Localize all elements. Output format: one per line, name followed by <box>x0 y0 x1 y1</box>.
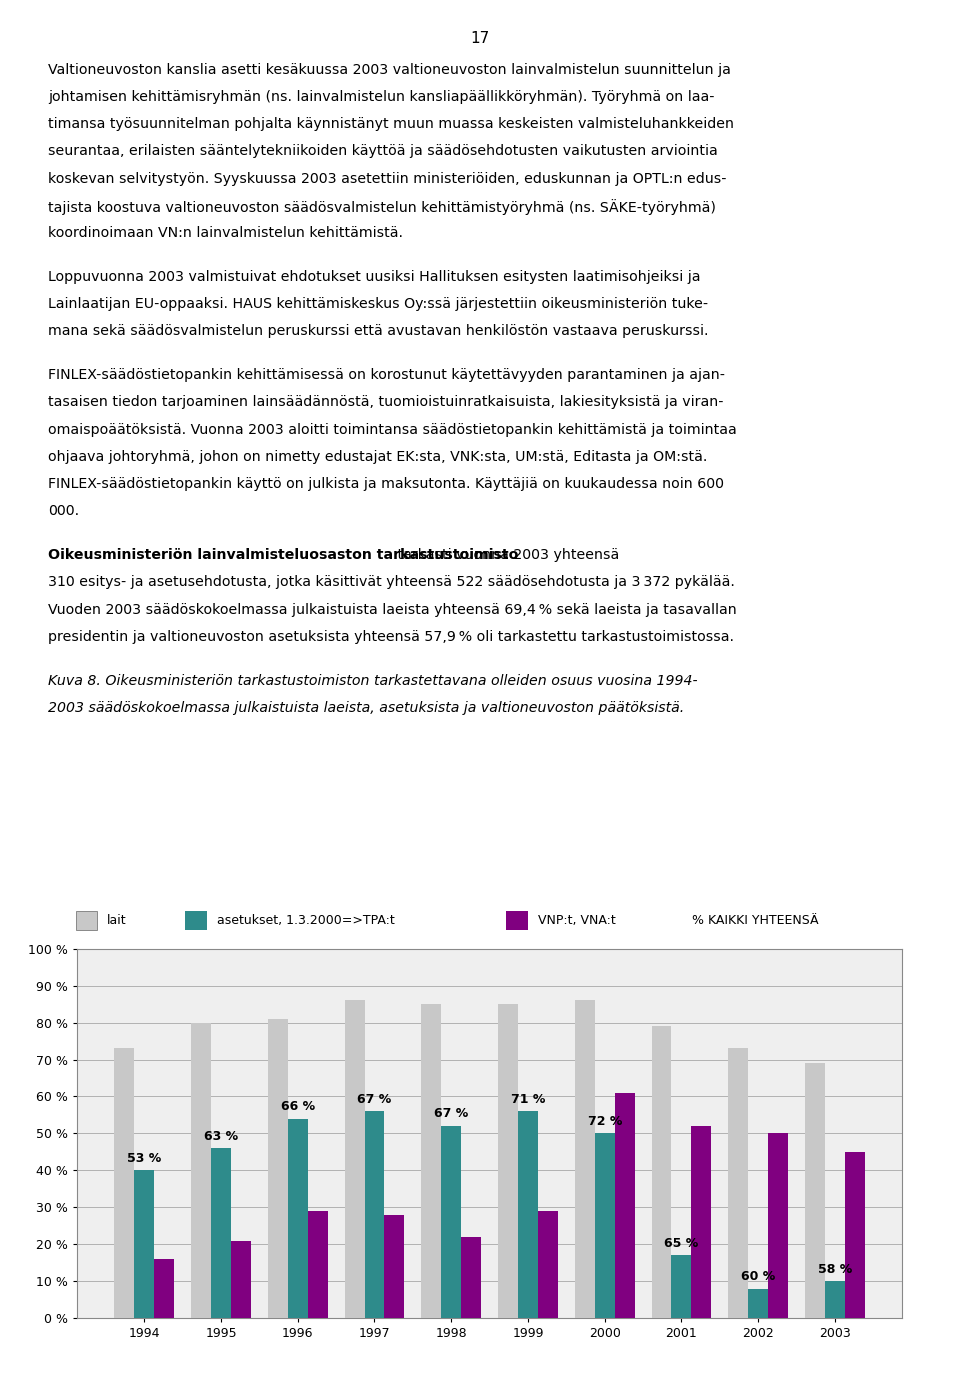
Bar <box>185 911 206 930</box>
Bar <box>461 1237 481 1318</box>
Bar <box>729 1049 748 1318</box>
Bar <box>595 1133 614 1318</box>
Bar <box>191 1023 211 1318</box>
Text: lait: lait <box>107 914 127 926</box>
Text: Kuva 8. Oikeusministeriön tarkastustoimiston tarkastettavana olleiden osuus vuos: Kuva 8. Oikeusministeriön tarkastustoimi… <box>48 674 698 688</box>
Bar <box>421 1004 442 1318</box>
Bar <box>231 1240 251 1318</box>
Text: ohjaava johtoryhmä, johon on nimetty edustajat EK:sta, VNK:sta, UM:stä, Editasta: ohjaava johtoryhmä, johon on nimetty edu… <box>48 449 708 465</box>
Text: 53 %: 53 % <box>127 1152 161 1165</box>
Text: koordinoimaan VN:n lainvalmistelun kehittämistä.: koordinoimaan VN:n lainvalmistelun kehit… <box>48 226 403 240</box>
Bar <box>76 911 97 930</box>
Bar <box>538 1211 558 1318</box>
Text: tajista koostuva valtioneuvoston säädösvalmistelun kehittämistyöryhmä (ns. SÄKE-: tajista koostuva valtioneuvoston säädösv… <box>48 198 716 215</box>
Text: 71 %: 71 % <box>511 1092 545 1106</box>
Text: timansa työsuunnitelman pohjalta käynnistänyt muun muassa keskeisten valmisteluh: timansa työsuunnitelman pohjalta käynnis… <box>48 117 734 131</box>
Text: 2003 säädöskokoelmassa julkaistuista laeista, asetuksista ja valtioneuvoston pää: 2003 säädöskokoelmassa julkaistuista lae… <box>48 700 684 716</box>
Text: seurantaa, erilaisten sääntelytekniikoiden käyttöä ja säädösehdotusten vaikutust: seurantaa, erilaisten sääntelytekniikoid… <box>48 144 718 159</box>
Bar <box>575 1000 595 1318</box>
Text: asetukset, 1.3.2000=>TPA:t: asetukset, 1.3.2000=>TPA:t <box>217 914 395 926</box>
Text: 65 %: 65 % <box>664 1237 699 1250</box>
Bar <box>442 1126 461 1318</box>
Text: johtamisen kehittämisryhmän (ns. lainvalmistelun kansliapäällikköryhmän). Työryh: johtamisen kehittämisryhmän (ns. lainval… <box>48 89 714 105</box>
Bar <box>805 1063 825 1318</box>
Bar <box>288 1119 308 1318</box>
Bar <box>691 1126 711 1318</box>
Bar <box>768 1133 788 1318</box>
Text: 67 %: 67 % <box>434 1108 468 1120</box>
Text: 66 %: 66 % <box>280 1101 315 1113</box>
Text: % KAIKKI YHTEENSÄ: % KAIKKI YHTEENSÄ <box>692 914 819 926</box>
Text: presidentin ja valtioneuvoston asetuksista yhteensä 57,9 % oli tarkastettu tarka: presidentin ja valtioneuvoston asetuksis… <box>48 629 734 644</box>
Text: Lainlaatijan EU-oppaaksi. HAUS kehittämiskeskus Oy:ssä järjestettiin oikeusminis: Lainlaatijan EU-oppaaksi. HAUS kehittämi… <box>48 297 708 311</box>
Bar <box>345 1000 365 1318</box>
Bar <box>268 1018 288 1318</box>
Bar <box>671 1256 691 1318</box>
Text: FINLEX-säädöstietopankin käyttö on julkista ja maksutonta. Käyttäjiä on kuukaude: FINLEX-säädöstietopankin käyttö on julki… <box>48 477 724 491</box>
Bar <box>518 1112 538 1318</box>
Bar <box>614 1092 635 1318</box>
Text: Loppuvuonna 2003 valmistuivat ehdotukset uusiksi Hallituksen esitysten laatimiso: Loppuvuonna 2003 valmistuivat ehdotukset… <box>48 269 701 285</box>
Text: Oikeusministeriön lainvalmisteluosaston tarkastustoimisto: Oikeusministeriön lainvalmisteluosaston … <box>48 548 518 562</box>
Text: tasaisen tiedon tarjoaminen lainsäädännöstä, tuomioistuinratkaisuista, lakiesity: tasaisen tiedon tarjoaminen lainsäädännö… <box>48 395 724 410</box>
Text: 63 %: 63 % <box>204 1130 238 1143</box>
Bar <box>384 1215 404 1318</box>
Bar <box>134 1170 155 1318</box>
Bar <box>498 1004 518 1318</box>
Bar <box>825 1281 845 1318</box>
Text: Valtioneuvoston kanslia asetti kesäkuussa 2003 valtioneuvoston lainvalmistelun s: Valtioneuvoston kanslia asetti kesäkuuss… <box>48 63 731 77</box>
Text: VNP:t, VNA:t: VNP:t, VNA:t <box>538 914 615 926</box>
Text: tarkasti vuonna 2003 yhteensä: tarkasti vuonna 2003 yhteensä <box>393 548 619 562</box>
Bar <box>748 1289 768 1318</box>
Text: 310 esitys- ja asetusehdotusta, jotka käsittivät yhteensä 522 säädösehdotusta ja: 310 esitys- ja asetusehdotusta, jotka kä… <box>48 575 734 590</box>
Text: 000.: 000. <box>48 504 79 519</box>
Text: 17: 17 <box>470 31 490 46</box>
Bar <box>114 1049 134 1318</box>
Text: Vuoden 2003 säädöskokoelmassa julkaistuista laeista yhteensä 69,4 % sekä laeista: Vuoden 2003 säädöskokoelmassa julkaistui… <box>48 603 736 617</box>
Bar <box>845 1152 865 1318</box>
Text: 60 %: 60 % <box>741 1271 776 1283</box>
Text: 58 %: 58 % <box>818 1262 852 1276</box>
Text: mana sekä säädösvalmistelun peruskurssi että avustavan henkilöstön vastaava peru: mana sekä säädösvalmistelun peruskurssi … <box>48 324 708 339</box>
Bar <box>308 1211 327 1318</box>
Bar <box>365 1112 384 1318</box>
Text: 67 %: 67 % <box>357 1092 392 1106</box>
Text: koskevan selvitystyön. Syyskuussa 2003 asetettiin ministeriöiden, eduskunnan ja : koskevan selvitystyön. Syyskuussa 2003 a… <box>48 172 727 186</box>
Text: 72 %: 72 % <box>588 1115 622 1129</box>
Bar <box>507 911 528 930</box>
Bar <box>211 1148 231 1318</box>
Text: omaispoäätöksistä. Vuonna 2003 aloitti toimintansa säädöstietopankin kehittämist: omaispoäätöksistä. Vuonna 2003 aloitti t… <box>48 423 736 437</box>
Bar <box>155 1260 174 1318</box>
Bar <box>652 1027 671 1318</box>
Text: FINLEX-säädöstietopankin kehittämisessä on korostunut käytettävyyden parantamine: FINLEX-säädöstietopankin kehittämisessä … <box>48 368 725 382</box>
